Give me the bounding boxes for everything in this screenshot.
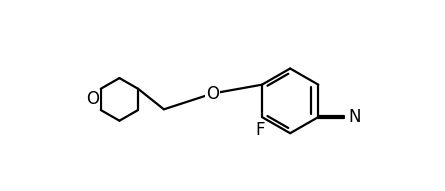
Text: O: O (86, 90, 99, 108)
Text: N: N (348, 108, 361, 126)
Text: F: F (255, 121, 265, 139)
Text: O: O (206, 84, 219, 103)
